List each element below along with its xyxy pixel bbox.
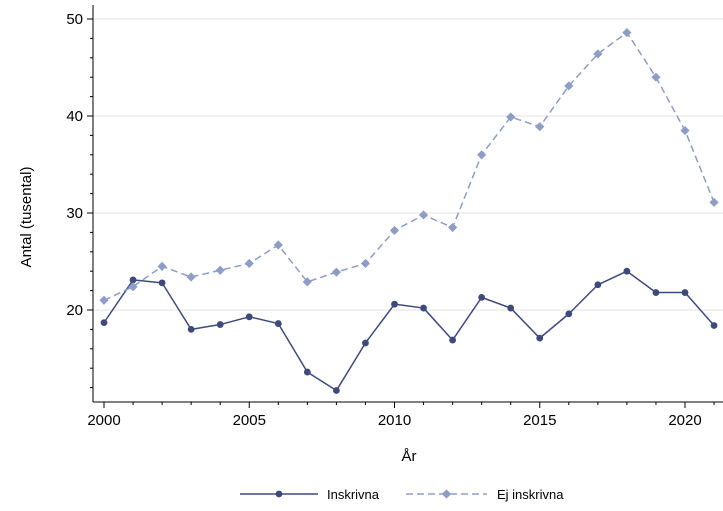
data-point-inskrivna-2019 <box>652 289 660 296</box>
series-layer <box>99 27 719 394</box>
data-point-inskrivna-2007 <box>303 368 311 376</box>
data-point-inskrivna-2006 <box>274 320 282 327</box>
axes <box>92 5 723 403</box>
data-point-inskrivna-2017 <box>594 281 602 289</box>
data-point-ej-inskrivna-2017 <box>593 49 603 59</box>
x-tick-label-2000: 2000 <box>87 412 120 429</box>
data-point-inskrivna-2004 <box>216 321 224 328</box>
data-point-inskrivna-2015 <box>536 334 544 342</box>
data-point-ej-inskrivna-2001 <box>128 282 138 292</box>
data-point-ej-inskrivna-2012 <box>448 222 458 233</box>
y-tick-label-20: 20 <box>66 302 83 319</box>
data-point-inskrivna-2009 <box>362 339 369 347</box>
y-axis-title: Antal (tusental) <box>18 167 35 268</box>
data-point-ej-inskrivna-2014 <box>506 112 516 122</box>
data-point-ej-inskrivna-2007 <box>302 277 312 287</box>
data-point-ej-inskrivna-2004 <box>215 265 225 275</box>
series-inskrivna <box>100 267 718 394</box>
legend-marker-ej-inskrivna <box>441 489 452 499</box>
data-point-ej-inskrivna-2000 <box>99 295 109 305</box>
data-point-inskrivna-2012 <box>449 336 456 344</box>
legend-marker-inskrivna <box>275 490 283 498</box>
data-point-ej-inskrivna-2019 <box>651 72 661 82</box>
data-point-inskrivna-2020 <box>681 289 689 296</box>
data-point-inskrivna-2014 <box>507 304 515 312</box>
data-point-inskrivna-2008 <box>333 387 340 394</box>
data-point-ej-inskrivna-2003 <box>186 272 196 282</box>
y-tick-label-50: 50 <box>66 11 83 28</box>
data-point-ej-inskrivna-2008 <box>331 267 341 277</box>
data-point-ej-inskrivna-2009 <box>360 258 371 269</box>
data-point-ej-inskrivna-2002 <box>157 261 167 271</box>
data-point-inskrivna-2010 <box>391 300 398 308</box>
data-point-ej-inskrivna-2021 <box>709 197 719 207</box>
series-line-inskrivna <box>103 270 715 392</box>
y-axis-ticks: 20 30 40 50 <box>66 11 93 389</box>
data-point-ej-inskrivna-2018 <box>622 27 632 38</box>
x-tick-label-2020: 2020 <box>668 412 701 429</box>
data-point-ej-inskrivna-2006 <box>273 240 283 250</box>
data-point-inskrivna-2011 <box>420 304 427 312</box>
data-point-inskrivna-2021 <box>710 322 718 329</box>
series-ej-inskrivna <box>99 27 719 305</box>
x-axis-ticks: 2000 2005 2010 2015 2020 <box>87 402 715 429</box>
legend-label-inskrivna: Inskrivna <box>327 487 380 502</box>
legend: Inskrivna Ej inskrivna <box>240 487 564 502</box>
data-point-inskrivna-2018 <box>623 267 631 275</box>
data-point-inskrivna-2002 <box>158 279 166 287</box>
x-tick-label-2010: 2010 <box>378 412 411 429</box>
x-tick-label-2015: 2015 <box>523 412 556 429</box>
data-point-ej-inskrivna-2013 <box>477 150 487 160</box>
y-tick-label-30: 30 <box>66 205 83 222</box>
y-tick-label-40: 40 <box>66 108 83 125</box>
data-point-inskrivna-2000 <box>100 319 108 327</box>
x-axis-title: År <box>402 448 417 465</box>
data-point-ej-inskrivna-2011 <box>418 210 429 220</box>
data-point-ej-inskrivna-2010 <box>389 225 400 236</box>
data-point-ej-inskrivna-2005 <box>244 258 254 269</box>
gridlines <box>93 18 723 311</box>
data-point-ej-inskrivna-2020 <box>680 125 690 136</box>
data-point-inskrivna-2013 <box>478 293 486 301</box>
data-point-ej-inskrivna-2015 <box>535 122 545 132</box>
data-point-ej-inskrivna-2016 <box>564 81 574 91</box>
data-point-inskrivna-2016 <box>565 310 573 318</box>
data-point-inskrivna-2001 <box>129 276 137 284</box>
data-point-inskrivna-2003 <box>187 326 195 333</box>
data-point-inskrivna-2005 <box>245 313 253 321</box>
x-tick-label-2005: 2005 <box>233 412 266 429</box>
legend-label-ej-inskrivna: Ej inskrivna <box>497 487 564 502</box>
series-line-ej-inskrivna <box>103 31 715 301</box>
